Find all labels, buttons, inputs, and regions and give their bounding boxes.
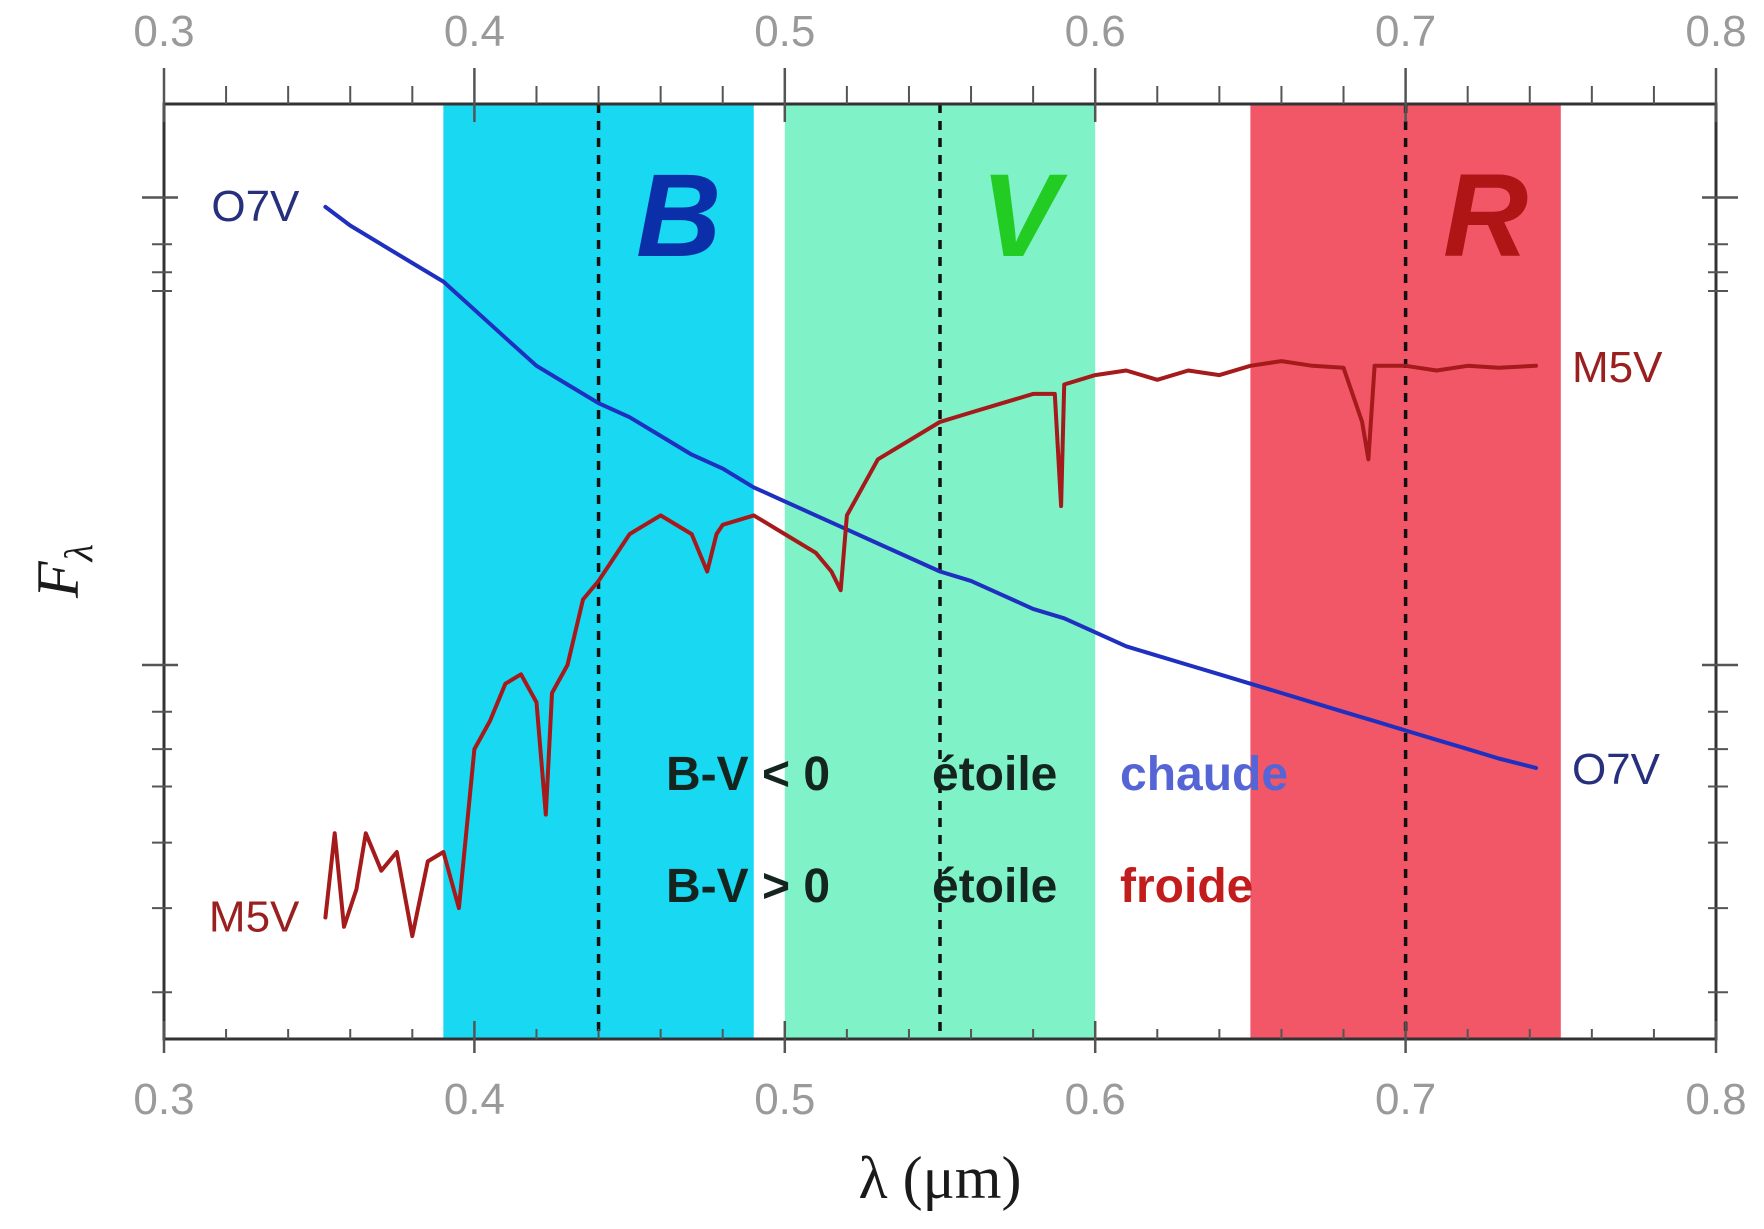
- x-tick-label-bottom-4: 0.7: [1375, 1075, 1436, 1124]
- x-tick-label-bottom-2: 0.5: [754, 1075, 815, 1124]
- x-tick-label-top-0: 0.3: [133, 7, 194, 56]
- y-axis-title: Fλ: [25, 544, 101, 599]
- annotation-hot-star: B-V < 0 étoile chaude: [666, 748, 1288, 801]
- annotation-hot-word: étoile: [932, 748, 1057, 801]
- band-label-b: B: [636, 150, 721, 282]
- series-label-end-m5v: M5V: [1572, 343, 1663, 392]
- x-tick-label-bottom-0: 0.3: [133, 1075, 194, 1124]
- annotations-layer: B-V < 0 étoile chaude B-V > 0 étoile fro…: [666, 748, 1288, 913]
- annotation-hot-adjective: chaude: [1120, 748, 1288, 801]
- x-tick-label-bottom-1: 0.4: [444, 1075, 505, 1124]
- annotation-cold-prefix: B-V > 0: [666, 860, 830, 913]
- series-line-m5v: [323, 359, 1538, 939]
- band-label-v: V: [981, 150, 1068, 282]
- x-tick-label-top-3: 0.6: [1065, 7, 1126, 56]
- x-tick-label-top-4: 0.7: [1375, 7, 1436, 56]
- series-line-o7v: [323, 204, 1538, 770]
- x-tick-label-bottom-5: 0.8: [1685, 1075, 1746, 1124]
- annotation-hot-prefix: B-V < 0: [666, 748, 830, 801]
- series-label-end-o7v: O7V: [1572, 745, 1661, 794]
- series-label-start-m5v: M5V: [209, 892, 300, 941]
- annotation-cold-star: B-V > 0 étoile froide: [666, 860, 1253, 913]
- x-tick-label-top-1: 0.4: [444, 7, 505, 56]
- y-axis-title-main: F: [25, 560, 91, 599]
- band-label-r: R: [1443, 150, 1528, 282]
- series-label-start-o7v: O7V: [211, 182, 300, 231]
- ticks-layer: 0.3 0.3 0.4 0.4 0.5 0.5 0.6 0.6 0.7 0.7 0.8 0.8: [133, 7, 1746, 1124]
- y-axis-title-subscript: λ: [56, 544, 101, 562]
- x-axis-title: λ (μm): [859, 1145, 1022, 1211]
- series-layer: [323, 204, 1538, 939]
- annotation-cold-adjective: froide: [1120, 860, 1253, 913]
- x-tick-label-bottom-3: 0.6: [1065, 1075, 1126, 1124]
- annotation-cold-word: étoile: [932, 860, 1057, 913]
- x-tick-label-top-2: 0.5: [754, 7, 815, 56]
- plot-frame: [162, 102, 1718, 1041]
- x-tick-label-top-5: 0.8: [1685, 7, 1746, 56]
- labels-layer: O7V O7V M5V M5V: [209, 182, 1663, 942]
